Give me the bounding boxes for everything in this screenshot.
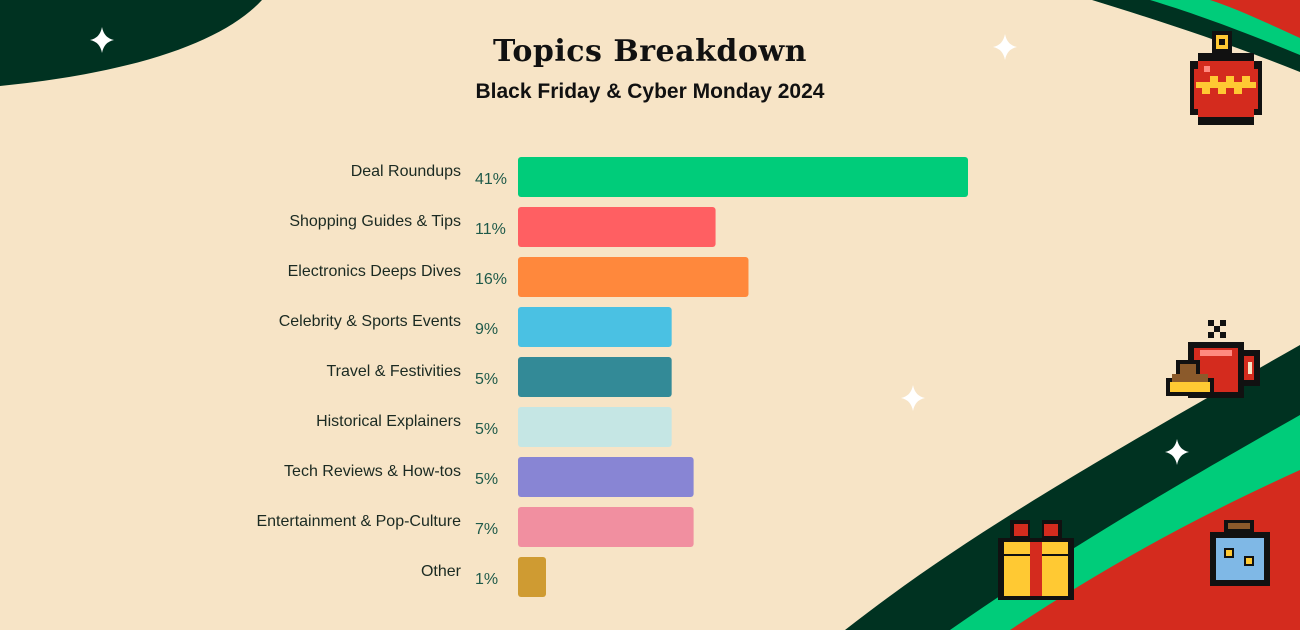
category-label: Tech Reviews & How-tos — [284, 463, 461, 480]
chart-subtitle: Black Friday & Cyber Monday 2024 — [475, 80, 825, 103]
bar — [518, 357, 672, 397]
pie-icon — [1166, 360, 1214, 396]
ornament-icon — [1190, 31, 1262, 125]
value-label: 1% — [475, 571, 498, 588]
category-label: Other — [421, 563, 462, 580]
sparkle-icon — [90, 27, 1189, 465]
value-label: 11% — [475, 221, 506, 238]
category-label: Celebrity & Sports Events — [279, 313, 461, 330]
gift-icon — [998, 520, 1074, 600]
category-label: Shopping Guides & Tips — [289, 213, 461, 230]
bar — [518, 407, 672, 447]
bar — [518, 507, 694, 547]
value-label: 41% — [475, 171, 507, 188]
bar — [518, 207, 716, 247]
value-label: 5% — [475, 421, 498, 438]
value-label: 16% — [475, 271, 507, 288]
bar — [518, 557, 546, 597]
bar — [518, 457, 694, 497]
category-label: Entertainment & Pop-Culture — [256, 513, 461, 530]
category-label: Historical Explainers — [316, 413, 461, 430]
bar — [518, 257, 749, 297]
bar — [518, 307, 672, 347]
value-label: 7% — [475, 521, 498, 538]
value-label: 9% — [475, 321, 498, 338]
chart-title: Topics Breakdown — [493, 34, 807, 69]
top-left-swoosh — [0, 0, 262, 86]
category-label: Deal Roundups — [351, 163, 461, 180]
bar — [518, 157, 968, 197]
category-label: Travel & Festivities — [326, 363, 461, 380]
top-right-stripes — [1092, 0, 1300, 72]
value-label: 5% — [475, 471, 498, 488]
jar-icon — [1210, 520, 1270, 586]
category-label: Electronics Deeps Dives — [288, 263, 461, 280]
value-label: 5% — [475, 371, 498, 388]
